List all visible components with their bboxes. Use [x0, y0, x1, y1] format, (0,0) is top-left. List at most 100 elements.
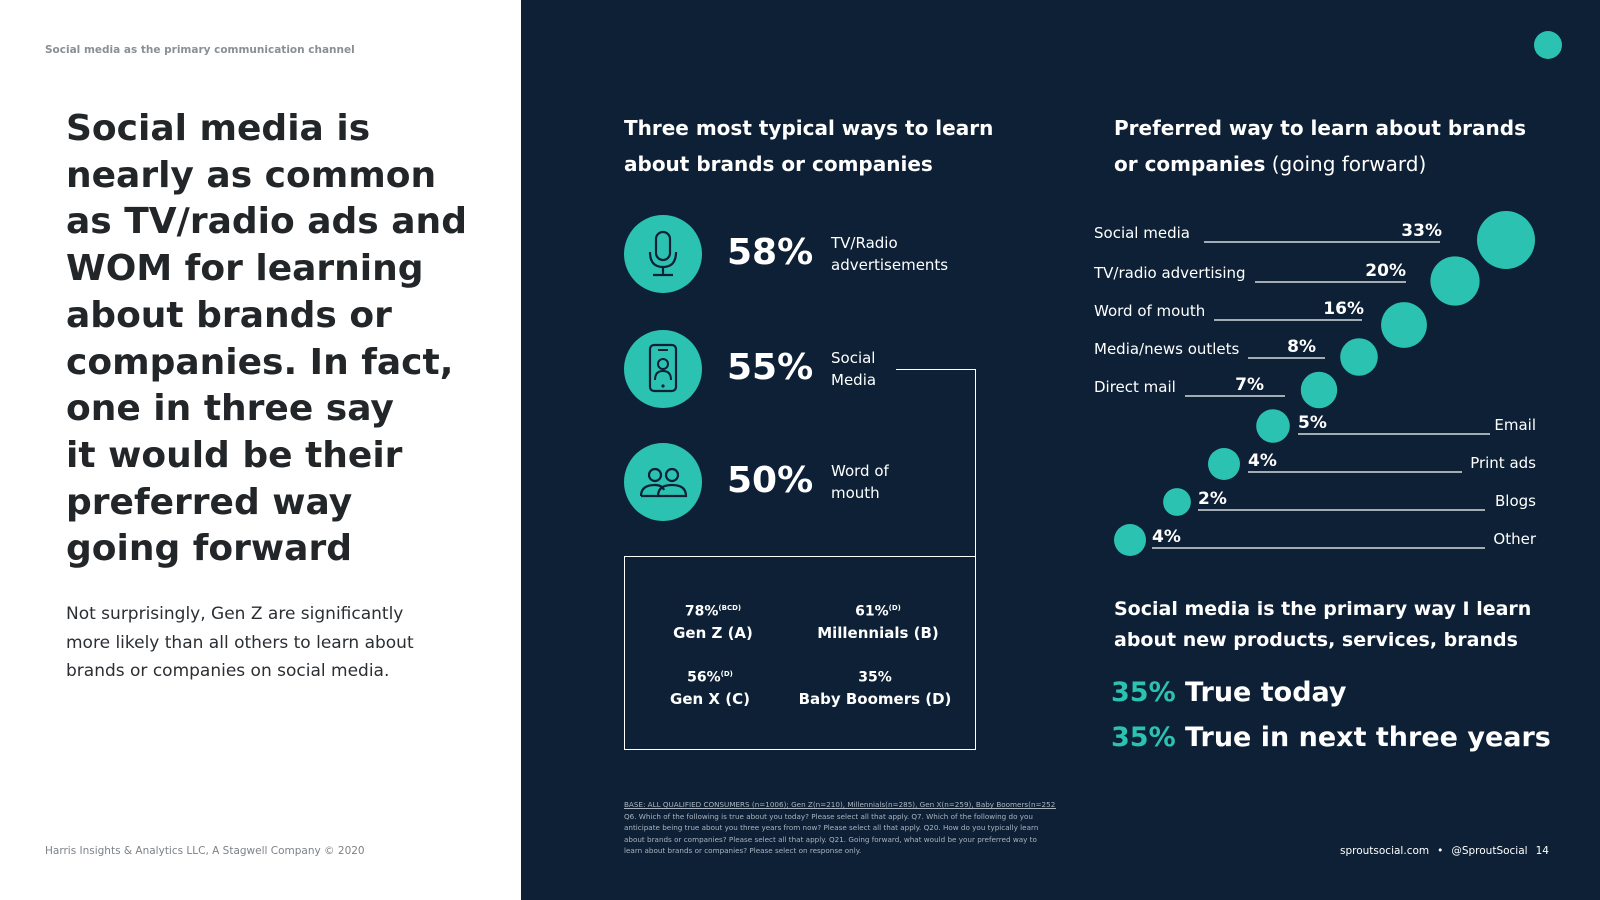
- footer-site-link[interactable]: sproutsocial.com: [1340, 845, 1430, 857]
- headline: Social media is nearly as common as TV/r…: [66, 106, 486, 573]
- connector-line: [975, 369, 976, 557]
- generation-value: 61%(D): [855, 603, 901, 620]
- typical-label-line: Word of: [831, 462, 889, 480]
- typical-item-word-of-mouth: 50% Word of mouth: [624, 443, 964, 521]
- category-label: TV/radio advertising: [1093, 264, 1246, 282]
- stat-text: True today: [1185, 677, 1347, 708]
- generation-name: Gen X (C): [670, 689, 750, 708]
- generation-cell: 61%(D) Millennials (B): [793, 598, 963, 644]
- typical-title-line: Three most typical ways to learn: [624, 116, 994, 140]
- page-number: 14: [1535, 845, 1549, 857]
- bubble-mark: [1477, 211, 1535, 269]
- headline-line: as TV/radio ads and: [66, 201, 467, 243]
- generation-value: 56%(D): [687, 669, 733, 686]
- headline-line: WOM for learning: [66, 248, 424, 290]
- generation-cell: 78%(BCD) Gen Z (A): [628, 598, 798, 644]
- primary-title-line: about new products, services, brands: [1114, 629, 1518, 651]
- copyright-credit: Harris Insights & Analytics LLC, A Stagw…: [45, 845, 365, 857]
- left-panel: Social media as the primary communicatio…: [0, 0, 521, 900]
- generation-cell: 56%(D) Gen X (C): [625, 664, 795, 710]
- category-label: Blogs: [1495, 492, 1536, 510]
- value-label: 7%: [1235, 375, 1264, 395]
- headline-line: it would be their: [66, 434, 403, 476]
- typical-item-tv-radio: 58% TV/Radio advertisements: [624, 215, 964, 293]
- typical-label-line: TV/Radio: [831, 234, 898, 252]
- value-label: 16%: [1323, 299, 1364, 319]
- generation-value: 35%: [858, 669, 892, 686]
- headline-line: companies. In fact,: [66, 341, 454, 383]
- headline-line: Social media is: [66, 108, 371, 149]
- stat-value: 35%: [1111, 722, 1176, 753]
- stat-value: 35%: [1111, 677, 1176, 708]
- right-panel: [521, 0, 1600, 900]
- typical-label: Social Media: [831, 347, 961, 391]
- typical-ways-title: Three most typical ways to learn about b…: [624, 110, 1044, 182]
- page-footer: sproutsocial.com • @SproutSocial 14: [1340, 845, 1557, 857]
- headline-line: one in three say: [66, 388, 394, 430]
- microphone-icon: [624, 215, 702, 293]
- stat-text: True in next three years: [1185, 722, 1551, 753]
- value-label: 20%: [1365, 261, 1406, 281]
- typical-percent: 55%: [727, 347, 814, 388]
- typical-item-social-media: 55% Social Media: [624, 330, 964, 408]
- value-label: 8%: [1287, 337, 1316, 357]
- generation-cell: 35% Baby Boomers (D): [790, 664, 960, 710]
- section-eyebrow: Social media as the primary communicatio…: [45, 44, 355, 56]
- bubble-mark: [1208, 448, 1240, 480]
- preferred-title-line: or companies (going forward): [1114, 152, 1427, 176]
- bubble-mark: [1163, 488, 1191, 516]
- category-label: Media/news outlets: [1094, 340, 1240, 358]
- preferred-title-line: Preferred way to learn about brands: [1114, 116, 1526, 140]
- generation-name: Millennials (B): [817, 623, 939, 642]
- category-label: Social media: [1094, 224, 1190, 242]
- typical-label-line: advertisements: [831, 256, 949, 274]
- people-icon: [624, 443, 702, 521]
- typical-label: TV/Radio advertisements: [831, 232, 961, 276]
- category-label: Word of mouth: [1094, 302, 1205, 320]
- headline-line: nearly as common: [66, 154, 437, 196]
- value-label: 4%: [1248, 451, 1277, 471]
- base-footnote: BASE: ALL QUALIFIED CONSUMERS (n=1006); …: [624, 799, 1056, 857]
- bubble-mark: [1256, 409, 1290, 443]
- base-line: BASE: ALL QUALIFIED CONSUMERS (n=1006); …: [624, 800, 1056, 809]
- headline-line: preferred way: [66, 481, 353, 523]
- generation-name: Baby Boomers (D): [798, 689, 952, 708]
- value-label: 4%: [1152, 527, 1181, 547]
- bubble-mark: [1340, 338, 1378, 376]
- bubble-mark: [1114, 524, 1146, 556]
- bubble-mark: [1381, 302, 1427, 348]
- preferred-way-title: Preferred way to learn about brands or c…: [1114, 110, 1544, 182]
- headline-line: about brands or: [66, 294, 392, 336]
- primary-way-title: Social media is the primary way I learn …: [1114, 594, 1544, 656]
- footer-handle-link[interactable]: @SproutSocial: [1451, 845, 1528, 857]
- typical-percent: 58%: [727, 232, 814, 273]
- typical-title-line: about brands or companies: [624, 152, 933, 176]
- typical-label: Word of mouth: [831, 460, 961, 504]
- footer-separator: •: [1437, 845, 1444, 857]
- generation-breakdown-box: 78%(BCD) Gen Z (A) 61%(D) Millennials (B…: [624, 556, 976, 750]
- primary-title-line: Social media is the primary way I learn: [1114, 598, 1532, 620]
- bubble-mark: [1300, 371, 1338, 409]
- decorative-dot: [1534, 31, 1562, 59]
- category-label: Print ads: [1470, 454, 1536, 472]
- question-text: Q6. Which of the following is true about…: [624, 811, 1039, 856]
- generation-value: 78%(BCD): [684, 603, 742, 620]
- stat-true-next-three-years: 35% True in next three years: [1111, 722, 1551, 753]
- typical-label-line: Social: [831, 349, 876, 367]
- value-label: 33%: [1401, 221, 1442, 241]
- preferred-way-chart: Social media 33% TV/radio advertising 20% Wo…: [1093, 211, 1537, 556]
- value-label: 5%: [1298, 413, 1327, 433]
- stat-true-today: 35% True today: [1111, 677, 1347, 708]
- category-label: Other: [1493, 530, 1536, 548]
- connector-line: [896, 369, 976, 370]
- generation-name: Gen Z (A): [673, 623, 753, 642]
- typical-percent: 50%: [727, 460, 814, 501]
- bubble-mark: [1430, 256, 1480, 306]
- category-label: Email: [1494, 416, 1536, 434]
- body-copy: Not surprisingly, Gen Z are significantl…: [66, 604, 414, 681]
- headline-line: going forward: [66, 528, 352, 570]
- typical-label-line: mouth: [831, 484, 880, 502]
- category-label: Direct mail: [1094, 378, 1176, 396]
- typical-label-line: Media: [831, 371, 877, 389]
- smartphone-person-icon: [624, 330, 702, 408]
